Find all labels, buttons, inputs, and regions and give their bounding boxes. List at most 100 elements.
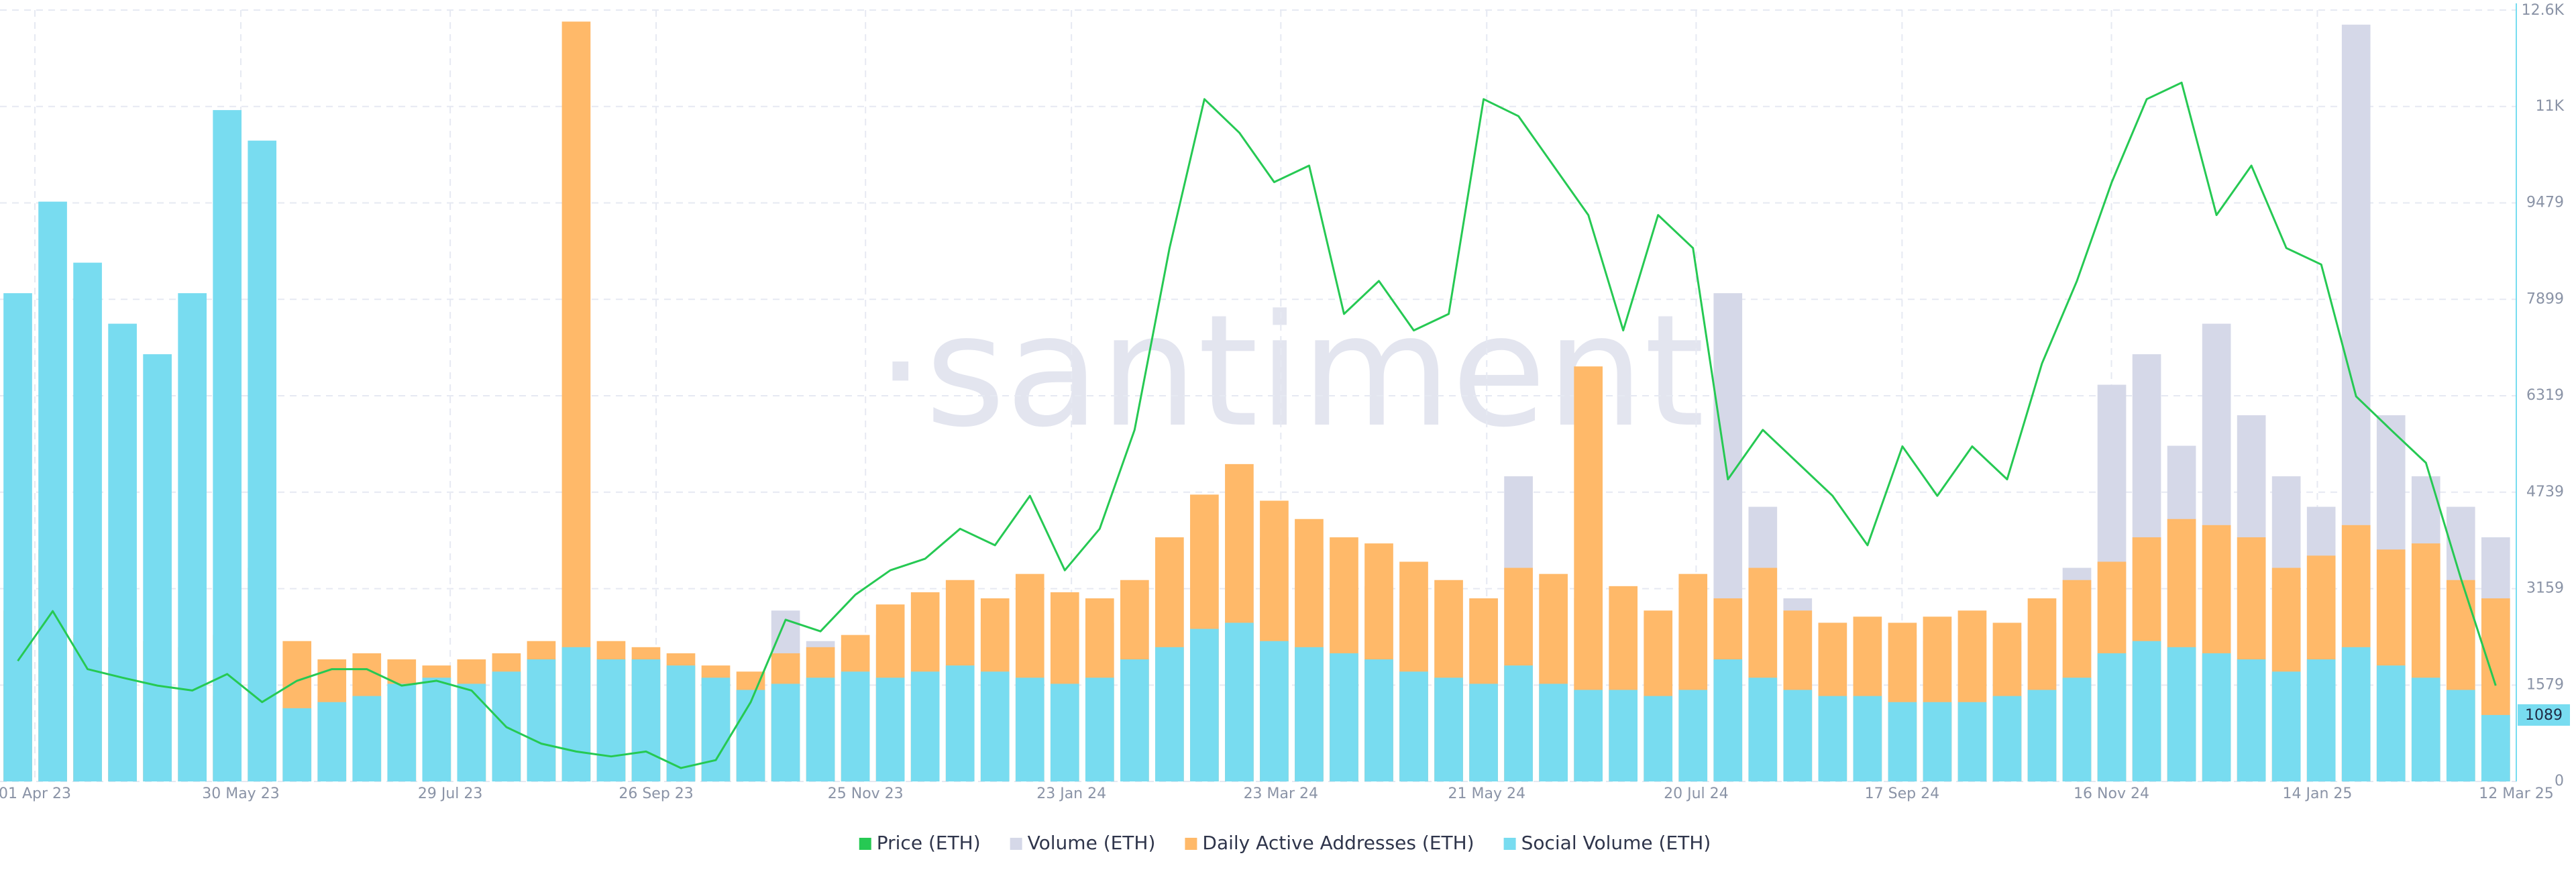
bar <box>2062 677 2092 781</box>
bar <box>1050 684 1079 781</box>
bar <box>2481 714 2510 781</box>
bar <box>1713 659 1743 781</box>
x-tick-label: 14 Jan 25 <box>2283 785 2353 802</box>
x-tick-label: 01 Apr 23 <box>0 785 71 802</box>
bar <box>596 659 626 781</box>
x-tick-label: 23 Jan 24 <box>1036 785 1106 802</box>
bar <box>1609 690 1638 781</box>
y-tick-label: 6319 <box>2526 387 2564 404</box>
y-tick-label: 9479 <box>2526 195 2564 211</box>
bar <box>1085 677 1114 781</box>
bar <box>2027 690 2057 781</box>
bar <box>143 354 172 781</box>
bar <box>1399 671 1428 781</box>
x-tick-label: 23 Mar 24 <box>1244 785 1318 802</box>
y-tick-label: 4739 <box>2526 484 2564 500</box>
bar <box>945 665 975 781</box>
bar <box>317 702 347 781</box>
bar <box>561 647 591 781</box>
y-tick-label: 7899 <box>2526 290 2564 307</box>
bar <box>527 659 556 781</box>
bar <box>387 684 417 781</box>
bar <box>2271 671 2301 781</box>
bar <box>422 677 451 781</box>
bar <box>631 659 661 781</box>
x-tick-label: 16 Nov 24 <box>2074 785 2149 802</box>
bar <box>3 293 32 781</box>
legend-swatch <box>1503 838 1516 850</box>
bar <box>1574 690 1603 781</box>
value-tag-label: 1089 <box>2525 707 2563 724</box>
legend-swatch <box>1185 838 1197 850</box>
bar <box>2202 653 2231 781</box>
bar <box>1783 690 1813 781</box>
bar <box>1364 659 1393 781</box>
bar <box>1748 677 1778 781</box>
x-tick-label: 12 Mar 25 <box>2479 785 2553 802</box>
bar <box>1155 647 1184 781</box>
x-tick-label: 17 Sep 24 <box>1865 785 1939 802</box>
bar <box>2341 647 2371 781</box>
legend-label: Volume (ETH) <box>1028 832 1156 854</box>
bar <box>2411 677 2440 781</box>
legend: Price (ETH) Volume (ETH) Daily Active Addr… <box>859 832 1711 854</box>
watermark: ·santiment· <box>876 282 1754 461</box>
bar <box>1015 677 1044 781</box>
y-tick-label: 12.6K <box>2522 2 2565 19</box>
bar <box>841 671 870 781</box>
bar <box>108 323 137 782</box>
bar <box>1330 653 1358 781</box>
legend-label: Social Volume (ETH) <box>1521 832 1711 854</box>
bar <box>352 696 382 781</box>
y-tick-label: 3159 <box>2526 580 2564 597</box>
bar <box>1678 690 1708 781</box>
x-tick-label: 26 Sep 23 <box>619 785 693 802</box>
bar <box>2446 690 2475 781</box>
x-tick-label: 29 Jul 23 <box>418 785 483 802</box>
bar <box>910 671 940 781</box>
bar <box>666 665 696 781</box>
value-tag <box>2518 704 2570 726</box>
x-tick-label: 20 Jul 24 <box>1664 785 1729 802</box>
y-tick-label: 11K <box>2536 98 2565 115</box>
bar <box>1818 696 1847 781</box>
bar <box>980 671 1010 781</box>
x-tick-label: 30 May 23 <box>202 785 279 802</box>
bar <box>1120 659 1149 781</box>
y-tick-label: 1579 <box>2526 676 2564 693</box>
legend-swatch <box>1010 838 1022 850</box>
bar <box>73 262 102 781</box>
bar <box>1992 696 2022 781</box>
y-tick-label: 0 <box>2555 773 2564 789</box>
bar <box>771 684 800 781</box>
bar <box>1957 702 1987 781</box>
bar <box>1923 702 1952 781</box>
bar <box>178 293 207 781</box>
bar <box>2306 659 2336 781</box>
bar <box>2132 641 2161 781</box>
bar <box>701 677 731 781</box>
bar <box>2167 647 2196 781</box>
bar <box>1539 684 1568 781</box>
bar <box>2097 653 2127 781</box>
bar <box>736 690 765 781</box>
bar <box>1469 684 1498 781</box>
bar <box>1644 696 1673 781</box>
bar <box>457 684 486 781</box>
bar <box>282 708 312 781</box>
bar <box>1190 629 1219 781</box>
bar <box>806 677 835 781</box>
x-tick-label: 25 Nov 23 <box>828 785 904 802</box>
bar <box>1295 647 1324 781</box>
bar <box>2237 659 2266 781</box>
bar <box>1888 702 1917 781</box>
price-line <box>17 81 2497 769</box>
bar <box>1434 677 1463 781</box>
bar <box>1853 696 1882 781</box>
bar <box>875 677 905 781</box>
legend-label: Daily Active Addresses (ETH) <box>1202 832 1474 854</box>
bar <box>1260 641 1289 781</box>
bar <box>248 140 277 781</box>
bar <box>2376 665 2406 781</box>
